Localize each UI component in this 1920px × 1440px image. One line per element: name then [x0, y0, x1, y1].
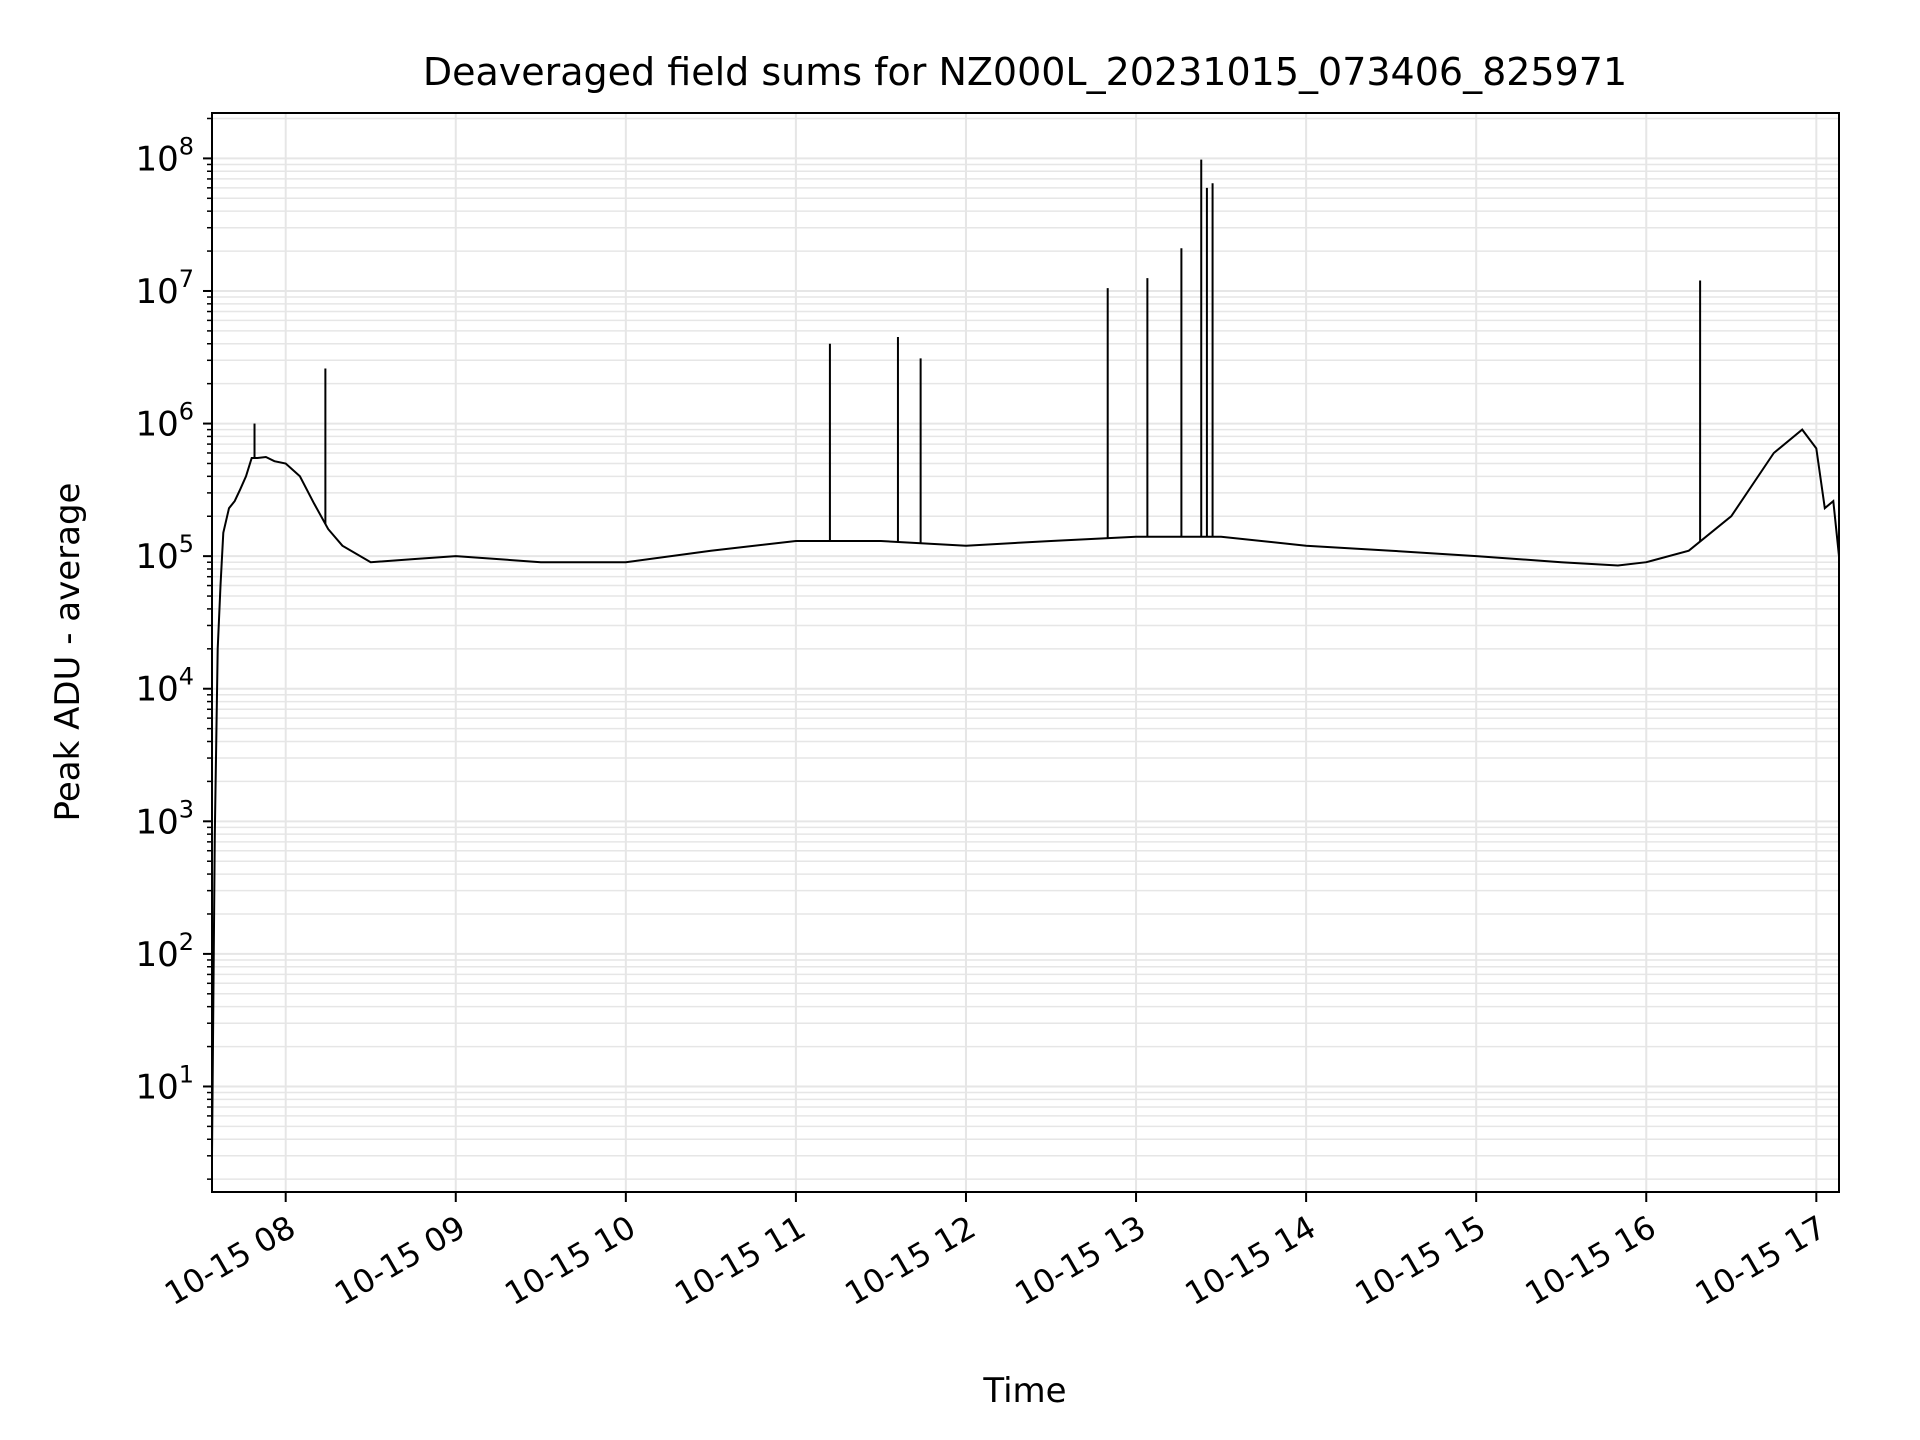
y-tick-label: 104	[135, 663, 194, 710]
grid	[212, 113, 1839, 1192]
chart-title: Deaveraged field sums for NZ000L_2023101…	[423, 50, 1627, 94]
series-line	[211, 428, 1840, 1156]
y-tick-label: 102	[135, 928, 194, 975]
y-tick-label: 103	[135, 795, 194, 842]
y-tick-label: 101	[135, 1060, 194, 1107]
y-tick-label: 107	[135, 265, 194, 312]
y-tick-label: 108	[135, 132, 194, 179]
axes-frame	[211, 112, 1840, 1193]
y-tick-label: 106	[135, 398, 194, 445]
y-axis-label: Peak ADU - average	[48, 483, 88, 822]
x-axis-label: Time	[982, 1371, 1066, 1411]
y-tick-label: 105	[135, 530, 194, 577]
data-layer	[211, 159, 1840, 1156]
